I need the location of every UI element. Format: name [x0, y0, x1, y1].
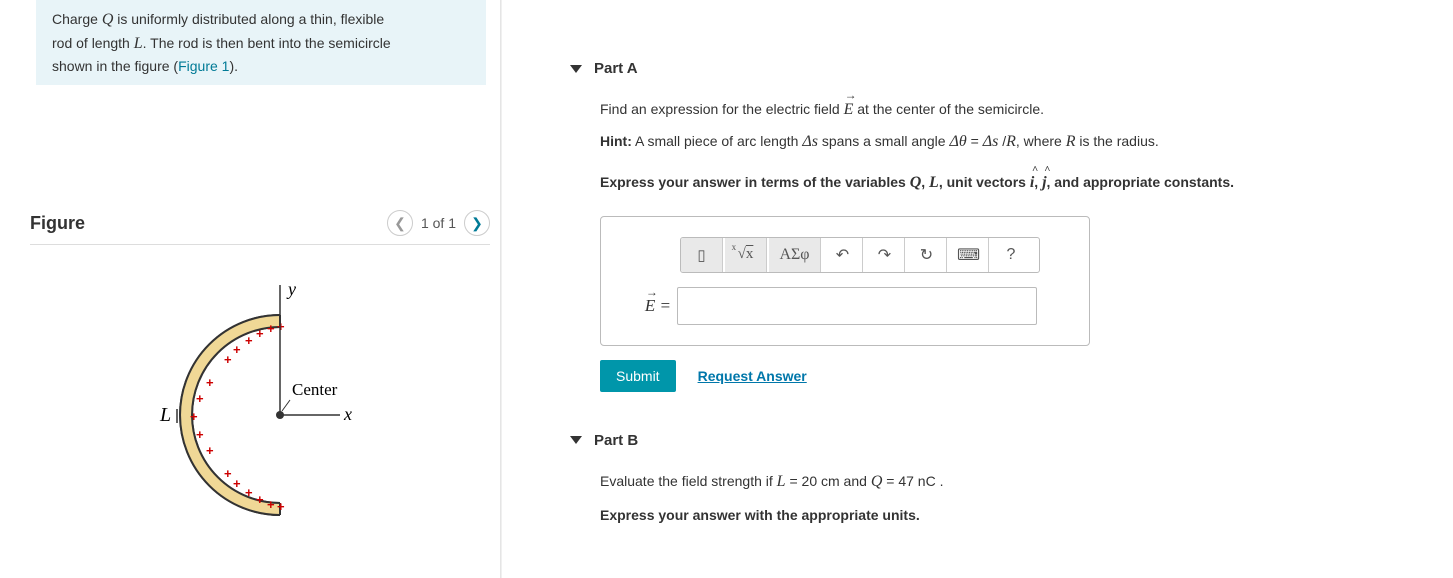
reset-button[interactable]: ↻ [907, 238, 947, 272]
text: . The rod is then bent into the semicirc… [143, 35, 391, 51]
var-ds2: Δs [983, 133, 999, 150]
var-l: L [134, 35, 143, 52]
text: , and appropriate constants. [1047, 174, 1234, 190]
svg-text:+: + [277, 499, 285, 514]
svg-text:+: + [277, 319, 285, 334]
submit-button[interactable]: Submit [600, 360, 676, 392]
text: Evaluate the field strength if [600, 473, 777, 489]
text: = 47 nC [882, 473, 935, 489]
svg-text:+: + [196, 427, 204, 442]
var-q: Q [910, 174, 922, 191]
part-b-title: Part B [594, 432, 638, 449]
center-label: Center [292, 380, 338, 399]
text: , unit vectors [939, 174, 1030, 190]
var-l: L [929, 174, 939, 191]
part-a-body: Find an expression for the electric fiel… [530, 97, 1430, 346]
text: = 20 cm [786, 473, 840, 489]
axis-x-label: x [343, 404, 352, 424]
sqrt-button[interactable]: x√x [725, 238, 767, 272]
svg-text:+: + [224, 352, 232, 367]
text: ). [229, 58, 238, 74]
svg-text:+: + [233, 476, 241, 491]
var-dtheta: Δθ [949, 133, 966, 150]
svg-text:+: + [256, 326, 264, 341]
equation-toolbar: ▯ x√x ΑΣφ ↶ ↷ ↻ ⌨ ? [680, 237, 1040, 273]
var-l: L [777, 473, 786, 490]
text: , where [1016, 133, 1066, 149]
figure-pager: ❮ 1 of 1 ❯ [387, 210, 490, 236]
text: and [840, 473, 871, 489]
svg-text:+: + [245, 333, 253, 348]
svg-text:+: + [224, 466, 232, 481]
figure-link[interactable]: Figure 1 [178, 58, 229, 74]
unit-vector-i: i [1030, 170, 1034, 196]
redo-button[interactable]: ↷ [865, 238, 905, 272]
figure-image: ++ ++ ++ + + + + + ++ ++ ++ y x L [30, 275, 490, 558]
text: rod of length [52, 35, 134, 51]
figure-panel: Figure ❮ 1 of 1 ❯ ++ ++ ++ + [30, 210, 490, 558]
svg-text:+: + [267, 321, 275, 336]
svg-text:+: + [206, 375, 214, 390]
greek-button[interactable]: ΑΣφ [769, 238, 821, 272]
unit-vector-j: j [1042, 170, 1046, 196]
text: / [998, 133, 1006, 149]
text: Find an expression for the electric fiel… [600, 101, 844, 117]
templates-button[interactable]: ▯ [681, 238, 723, 272]
text: shown in the figure ( [52, 58, 178, 74]
text: is the radius. [1075, 133, 1158, 149]
text: , [921, 174, 929, 190]
part-a-header[interactable]: Part A [530, 60, 1430, 77]
svg-text:+: + [206, 443, 214, 458]
help-button[interactable]: ? [991, 238, 1031, 272]
figure-title: Figure [30, 213, 85, 234]
answer-entry-box: ▯ x√x ΑΣφ ↶ ↷ ↻ ⌨ ? E = [600, 216, 1090, 346]
part-b-body: Evaluate the field strength if L = 20 cm… [530, 469, 1430, 527]
svg-text:+: + [256, 492, 264, 507]
text: spans a small angle [818, 133, 950, 149]
pager-text: 1 of 1 [421, 215, 456, 231]
svg-text:+: + [245, 485, 253, 500]
var-r: R [1006, 133, 1016, 150]
length-label: L [159, 404, 171, 426]
keyboard-button[interactable]: ⌨ [949, 238, 989, 272]
axis-y-label: y [286, 279, 296, 299]
part-a-title: Part A [594, 60, 638, 77]
var-ds: Δs [802, 133, 818, 150]
part-b-header[interactable]: Part B [530, 432, 1430, 449]
collapse-icon [570, 436, 582, 444]
prev-figure-button[interactable]: ❮ [387, 210, 413, 236]
svg-text:+: + [267, 497, 275, 512]
hint-label: Hint: [600, 133, 632, 149]
text: at the center of the semicircle. [853, 101, 1044, 117]
svg-text:+: + [233, 342, 241, 357]
next-figure-button[interactable]: ❯ [464, 210, 490, 236]
answer-input[interactable] [677, 287, 1037, 325]
column-divider [500, 0, 502, 578]
text: Express your answer in terms of the vari… [600, 174, 910, 190]
problem-statement: Charge Q is uniformly distributed along … [36, 0, 486, 85]
var-q: Q [871, 473, 883, 490]
svg-text:+: + [196, 391, 204, 406]
undo-button[interactable]: ↶ [823, 238, 863, 272]
part-b-instruction: Express your answer with the appropriate… [600, 504, 1400, 526]
var-q: Q [102, 11, 114, 28]
text: is uniformly distributed along a thin, f… [113, 11, 384, 27]
answer-label: E = [625, 296, 677, 316]
request-answer-link[interactable]: Request Answer [698, 368, 807, 384]
var-e-vector: E [844, 97, 854, 123]
collapse-icon [570, 65, 582, 73]
text: . [936, 473, 944, 489]
text: = [967, 133, 983, 149]
text: A small piece of arc length [632, 133, 802, 149]
svg-text:+: + [190, 409, 198, 424]
text: Charge [52, 11, 102, 27]
